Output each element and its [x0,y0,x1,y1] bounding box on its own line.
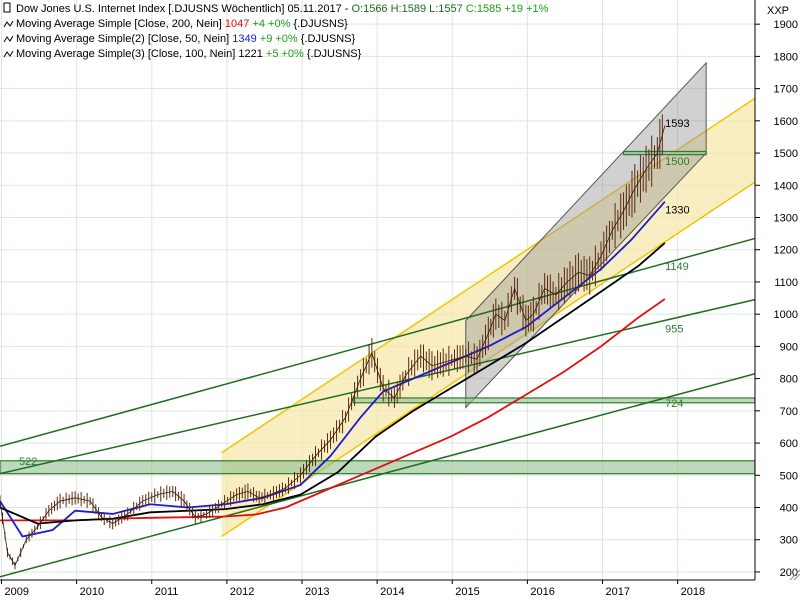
annotation-label: 522 [19,456,37,468]
annotation-label: 1500 [665,156,689,168]
y-tick-label: 1700 [774,84,798,96]
y-tick-label: 1400 [774,180,798,192]
x-tick-label: 2016 [530,586,554,598]
x-tick-label: 2014 [380,586,404,598]
legend: Dow Jones U.S. Internet Index [.DJUSNS W… [3,2,549,60]
legend-entry: Moving Average Simple [Close, 200, Nein]… [16,18,348,30]
annotation-label: 724 [665,398,683,410]
moving-average-icon [3,20,14,28]
y-tick-label: 300 [780,535,798,547]
green-trend-line [0,373,756,578]
x-tick-label: 2010 [80,586,104,598]
moving-average-icon [3,35,14,43]
annotation-label: 1330 [665,204,689,216]
y-tick-label: 600 [780,438,798,450]
horizontal-support-band [622,150,707,156]
x-tick-label: 2012 [230,586,254,598]
legend-entry: Moving Average Simple(3) [Close, 100, Ne… [16,48,362,60]
x-axis: 2009 2010 2011 2012 2013 2014 2015 2016 2017 2018 [0,579,800,600]
y-tick-label: 1000 [774,309,798,321]
moving-average-line [0,201,666,538]
resize-grip[interactable] [789,569,800,581]
annotation-label: 955 [665,324,683,336]
x-tick-label: 2011 [155,586,179,598]
annotation-label: 1593 [665,118,689,130]
price-line [0,125,666,567]
yellow-channel-line [221,97,756,454]
candle-icon [3,2,11,13]
x-axis-background [0,580,800,600]
y-tick-label: 400 [780,503,798,515]
annotations: 522 955 724 1149 1330 1593 1500 [19,118,690,468]
x-tick-label: 2009 [5,586,29,598]
yellow-channel-line [221,181,756,538]
y-tick-label: 1900 [774,19,798,31]
symbol-label: XXP [767,5,789,17]
y-tick-label: 1300 [774,213,798,225]
y-tick-label: 200 [780,567,798,579]
annotation-label: 1149 [665,261,689,273]
y-tick-label: 1800 [774,51,798,63]
y-tick-label: 800 [780,374,798,386]
price-series [0,114,666,570]
legend-header: Dow Jones U.S. Internet Index [.DJUSNS W… [16,3,549,15]
x-tick-label: 2018 [681,586,705,598]
y-axis-background [755,0,800,600]
y-tick-label: 1600 [774,116,798,128]
y-tick-label: 1200 [774,245,798,257]
moving-average-line [0,298,666,522]
x-tick-label: 2013 [305,586,329,598]
horizontal-support-band [352,397,756,404]
y-tick-label: 700 [780,406,798,418]
legend-entry: Moving Average Simple(2) [Close, 50, Nei… [16,33,356,45]
y-tick-label: 1500 [774,148,798,160]
y-tick-label: 1100 [774,277,798,289]
x-tick-label: 2015 [455,586,479,598]
green-trend-line [0,298,756,475]
y-tick-label: 500 [780,470,798,482]
y-axis: XXP 200 300 400 500 600 700 800 900 1000 1100 1200… [754,0,800,600]
moving-average-icon [3,50,14,58]
y-tick-label: 900 [780,341,798,353]
x-tick-label: 2017 [605,586,629,598]
